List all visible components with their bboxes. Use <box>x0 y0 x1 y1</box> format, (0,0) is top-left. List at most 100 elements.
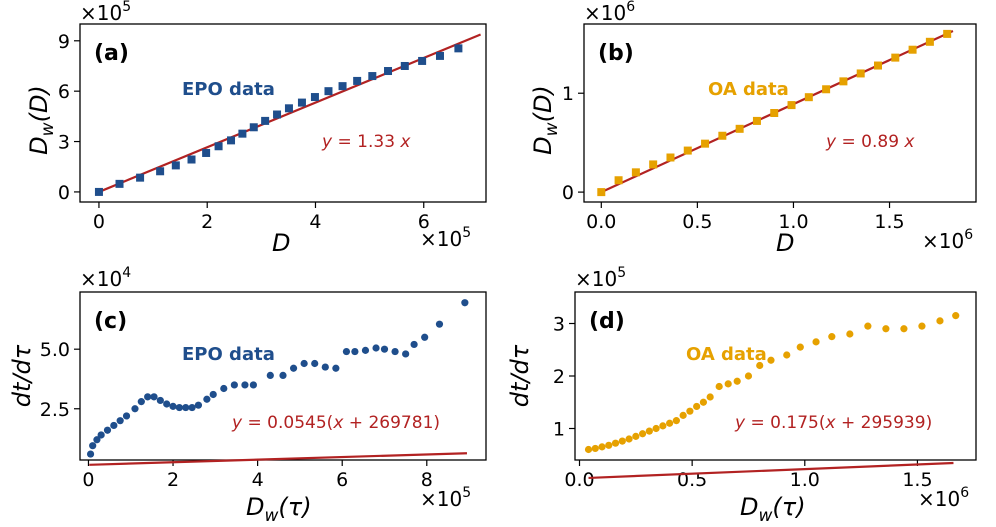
data-point <box>171 161 180 170</box>
x-tick-label: 1.5 <box>902 469 932 491</box>
data-point <box>783 351 791 359</box>
x-axis-ticks: 0.0 0.5 1.0 1.5 <box>564 460 933 491</box>
data-point <box>368 72 377 81</box>
data-point <box>418 56 427 65</box>
data-point <box>115 179 124 188</box>
data-point <box>846 330 854 338</box>
panel-b: 01 0.0 0.5 1.0 1.5 (b) OA data y = 0.89 x ×… <box>529 0 977 257</box>
fit-equation: y = 0.89 x <box>825 132 915 152</box>
y-tick-label: 3 <box>553 314 565 336</box>
data-point <box>693 402 701 411</box>
fit-equation: y = 0.175(x + 295939) <box>734 413 932 433</box>
fit-line <box>588 461 954 480</box>
data-point <box>611 439 620 447</box>
y-axis-label: dt/dτ <box>8 344 36 407</box>
x-tick-label: 1.0 <box>790 469 820 491</box>
data-point <box>631 168 640 177</box>
series-label: OA data <box>708 79 789 100</box>
series-label: EPO data <box>182 344 275 365</box>
data-point <box>297 98 306 107</box>
panel-d: 123 0.0 0.5 1.0 1.5 (d) OA data y = 0.175(x… <box>506 265 977 526</box>
x-tick-label: 4 <box>309 211 321 233</box>
x-tick-label: 6 <box>418 211 430 233</box>
data-point <box>156 396 164 405</box>
x-axis-label: Dw(τ) <box>740 493 806 526</box>
data-point <box>804 93 813 102</box>
x-axis-label: D <box>776 229 794 257</box>
data-point <box>169 402 177 410</box>
data-point <box>182 403 190 412</box>
data-point <box>598 443 606 451</box>
x-tick-label: 1.0 <box>778 211 808 233</box>
data-point <box>925 37 934 46</box>
data-point <box>188 403 196 412</box>
x-tick-label: 1.5 <box>874 211 904 233</box>
data-point <box>856 69 865 78</box>
data-point <box>261 116 270 125</box>
plot-frame <box>79 291 487 461</box>
y-tick-label: 5.0 <box>40 339 70 361</box>
data-point <box>614 176 623 185</box>
x-tick-label: 4 <box>252 469 264 491</box>
data-point <box>421 333 429 341</box>
data-point <box>342 347 351 356</box>
x-axis-ticks: 0.0 0.5 1.0 1.5 <box>586 202 905 233</box>
panel-label: (d) <box>589 309 625 334</box>
data-point <box>202 148 211 157</box>
y-tick-label: 3 <box>58 132 70 154</box>
data-point <box>632 432 640 440</box>
data-point <box>666 153 675 162</box>
data-point <box>584 445 593 454</box>
x-axis-label: D <box>272 229 290 257</box>
y-axis-label: Dw(D) <box>25 85 58 155</box>
x-tick-label: 2 <box>167 469 179 491</box>
data-point <box>289 364 298 372</box>
data-point <box>699 398 708 406</box>
y-tick-label: 0 <box>58 182 70 204</box>
x-multiplier: ×105 <box>420 225 471 251</box>
x-tick-label: 8 <box>421 469 433 491</box>
x-tick-label: 0 <box>93 211 105 233</box>
data-point <box>156 167 165 176</box>
data-point <box>787 101 796 110</box>
fit-equation: y = 0.0545(x + 269781) <box>231 413 440 433</box>
data-point <box>150 393 158 401</box>
panel-label: (b) <box>598 41 634 66</box>
x-tick-label: 0.0 <box>564 469 594 491</box>
data-point <box>372 344 380 352</box>
data-point <box>144 393 152 401</box>
data-point <box>136 173 145 182</box>
plot-frame <box>79 23 487 203</box>
data-point <box>351 347 359 356</box>
data-point <box>618 437 626 445</box>
data-point <box>103 426 112 434</box>
data-point <box>936 317 944 325</box>
data-points <box>86 299 469 458</box>
data-point <box>353 76 362 85</box>
series-label: EPO data <box>182 79 275 100</box>
x-multiplier: ×105 <box>420 485 471 511</box>
data-points <box>584 312 960 454</box>
y-tick-label: 0 <box>562 182 574 204</box>
data-point <box>686 407 694 415</box>
y-tick-label: 1 <box>553 419 565 441</box>
data-point <box>672 417 680 425</box>
data-point <box>380 345 389 353</box>
data-point <box>227 136 236 145</box>
y-axis-ticks: 01 <box>562 83 584 204</box>
y-axis-ticks: 2.5 5.0 <box>40 339 80 421</box>
data-point <box>410 340 418 349</box>
x-multiplier: ×106 <box>922 227 973 253</box>
data-point <box>175 403 183 412</box>
data-point <box>266 371 274 380</box>
data-point <box>86 450 95 458</box>
y-axis-label: Dw(D) <box>529 85 562 155</box>
data-point <box>400 61 409 70</box>
y-tick-label: 6 <box>58 81 70 103</box>
data-point <box>752 116 761 125</box>
data-point <box>338 82 347 91</box>
x-tick-label: 0 <box>82 469 94 491</box>
data-point <box>203 395 211 403</box>
x-tick-label: 2 <box>201 211 213 233</box>
